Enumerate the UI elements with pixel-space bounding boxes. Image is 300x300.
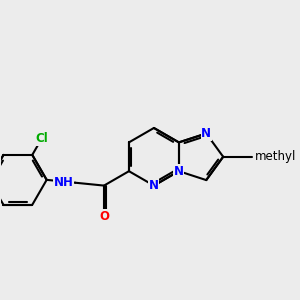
Text: methyl: methyl — [255, 150, 296, 163]
Text: N: N — [174, 165, 184, 178]
Text: N: N — [149, 179, 159, 192]
Text: N: N — [201, 127, 211, 140]
Text: NH: NH — [54, 176, 74, 189]
Text: Cl: Cl — [35, 132, 48, 145]
Text: O: O — [99, 210, 109, 223]
